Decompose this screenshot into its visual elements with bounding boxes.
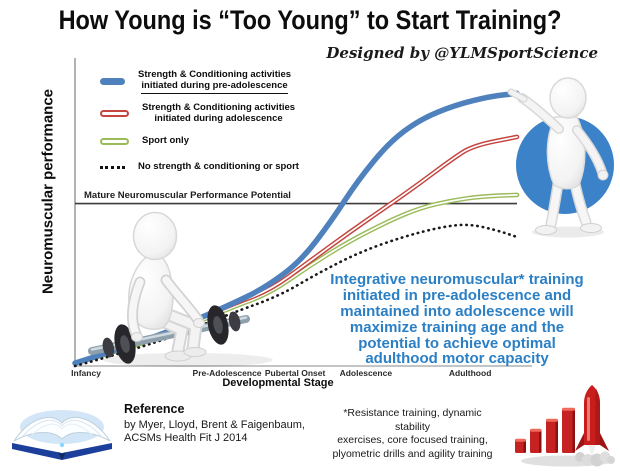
y-axis-title: Neuromuscular performance [39, 88, 57, 295]
green-line-swatch-icon [100, 137, 129, 145]
legend-item-preadolescence: Strength & Conditioning activities initi… [100, 69, 299, 94]
x-axis-title: Developmental Stage [222, 377, 334, 389]
legend-item-sport-only: Sport only [100, 134, 299, 147]
reference-line-label: Mature Neuromuscular Performance Potenti… [84, 190, 291, 201]
key-message-text: Integrative neuromuscular* training init… [330, 271, 584, 368]
x-axis-label-preadolescence: Pre-Adolescence [192, 368, 262, 378]
dotted-line-swatch-icon [100, 165, 125, 169]
x-axis-label-adulthood: Adulthood [448, 368, 492, 378]
legend-label: No strength & conditioning or sport [138, 160, 299, 172]
legend-label: Strength & Conditioning activities [138, 69, 292, 80]
blue-line-swatch-icon [100, 78, 125, 86]
book-icon [12, 410, 112, 460]
footnote-text: *Resistance training, dynamic stability … [332, 407, 493, 460]
page-title: How Young is “Too Young” to Start Traini… [58, 5, 562, 35]
weightlifter-figure-image [88, 211, 273, 367]
legend-label: Strength & Conditioning activities [142, 101, 296, 113]
credit-line: Designed by @YLMSportScience [326, 44, 598, 62]
legend-label: Sport only [142, 134, 189, 146]
rocket-bar-chart-image [515, 385, 615, 467]
legend-label: initiated during pre-adolescence [141, 80, 288, 94]
chart-legend: Strength & Conditioning activities initi… [100, 69, 299, 173]
x-axis-label-adolescence: Adolescence [339, 368, 393, 378]
red-line-swatch-icon [100, 110, 129, 118]
reference-citation: by Myer, Lloyd, Brent & Faigenbaum, ACSM… [124, 419, 305, 445]
legend-item-none: No strength & conditioning or sport [100, 160, 299, 173]
reference-heading: Reference [124, 402, 185, 416]
x-axis-label-pubertal-onset: Pubertal Onset [264, 368, 326, 378]
legend-label: initiated during adolescence [154, 112, 283, 124]
legend-item-adolescence: Strength & Conditioning activities initi… [100, 101, 299, 125]
x-axis-label-infancy: Infancy [71, 368, 101, 378]
pointing-figure-image [507, 77, 614, 238]
